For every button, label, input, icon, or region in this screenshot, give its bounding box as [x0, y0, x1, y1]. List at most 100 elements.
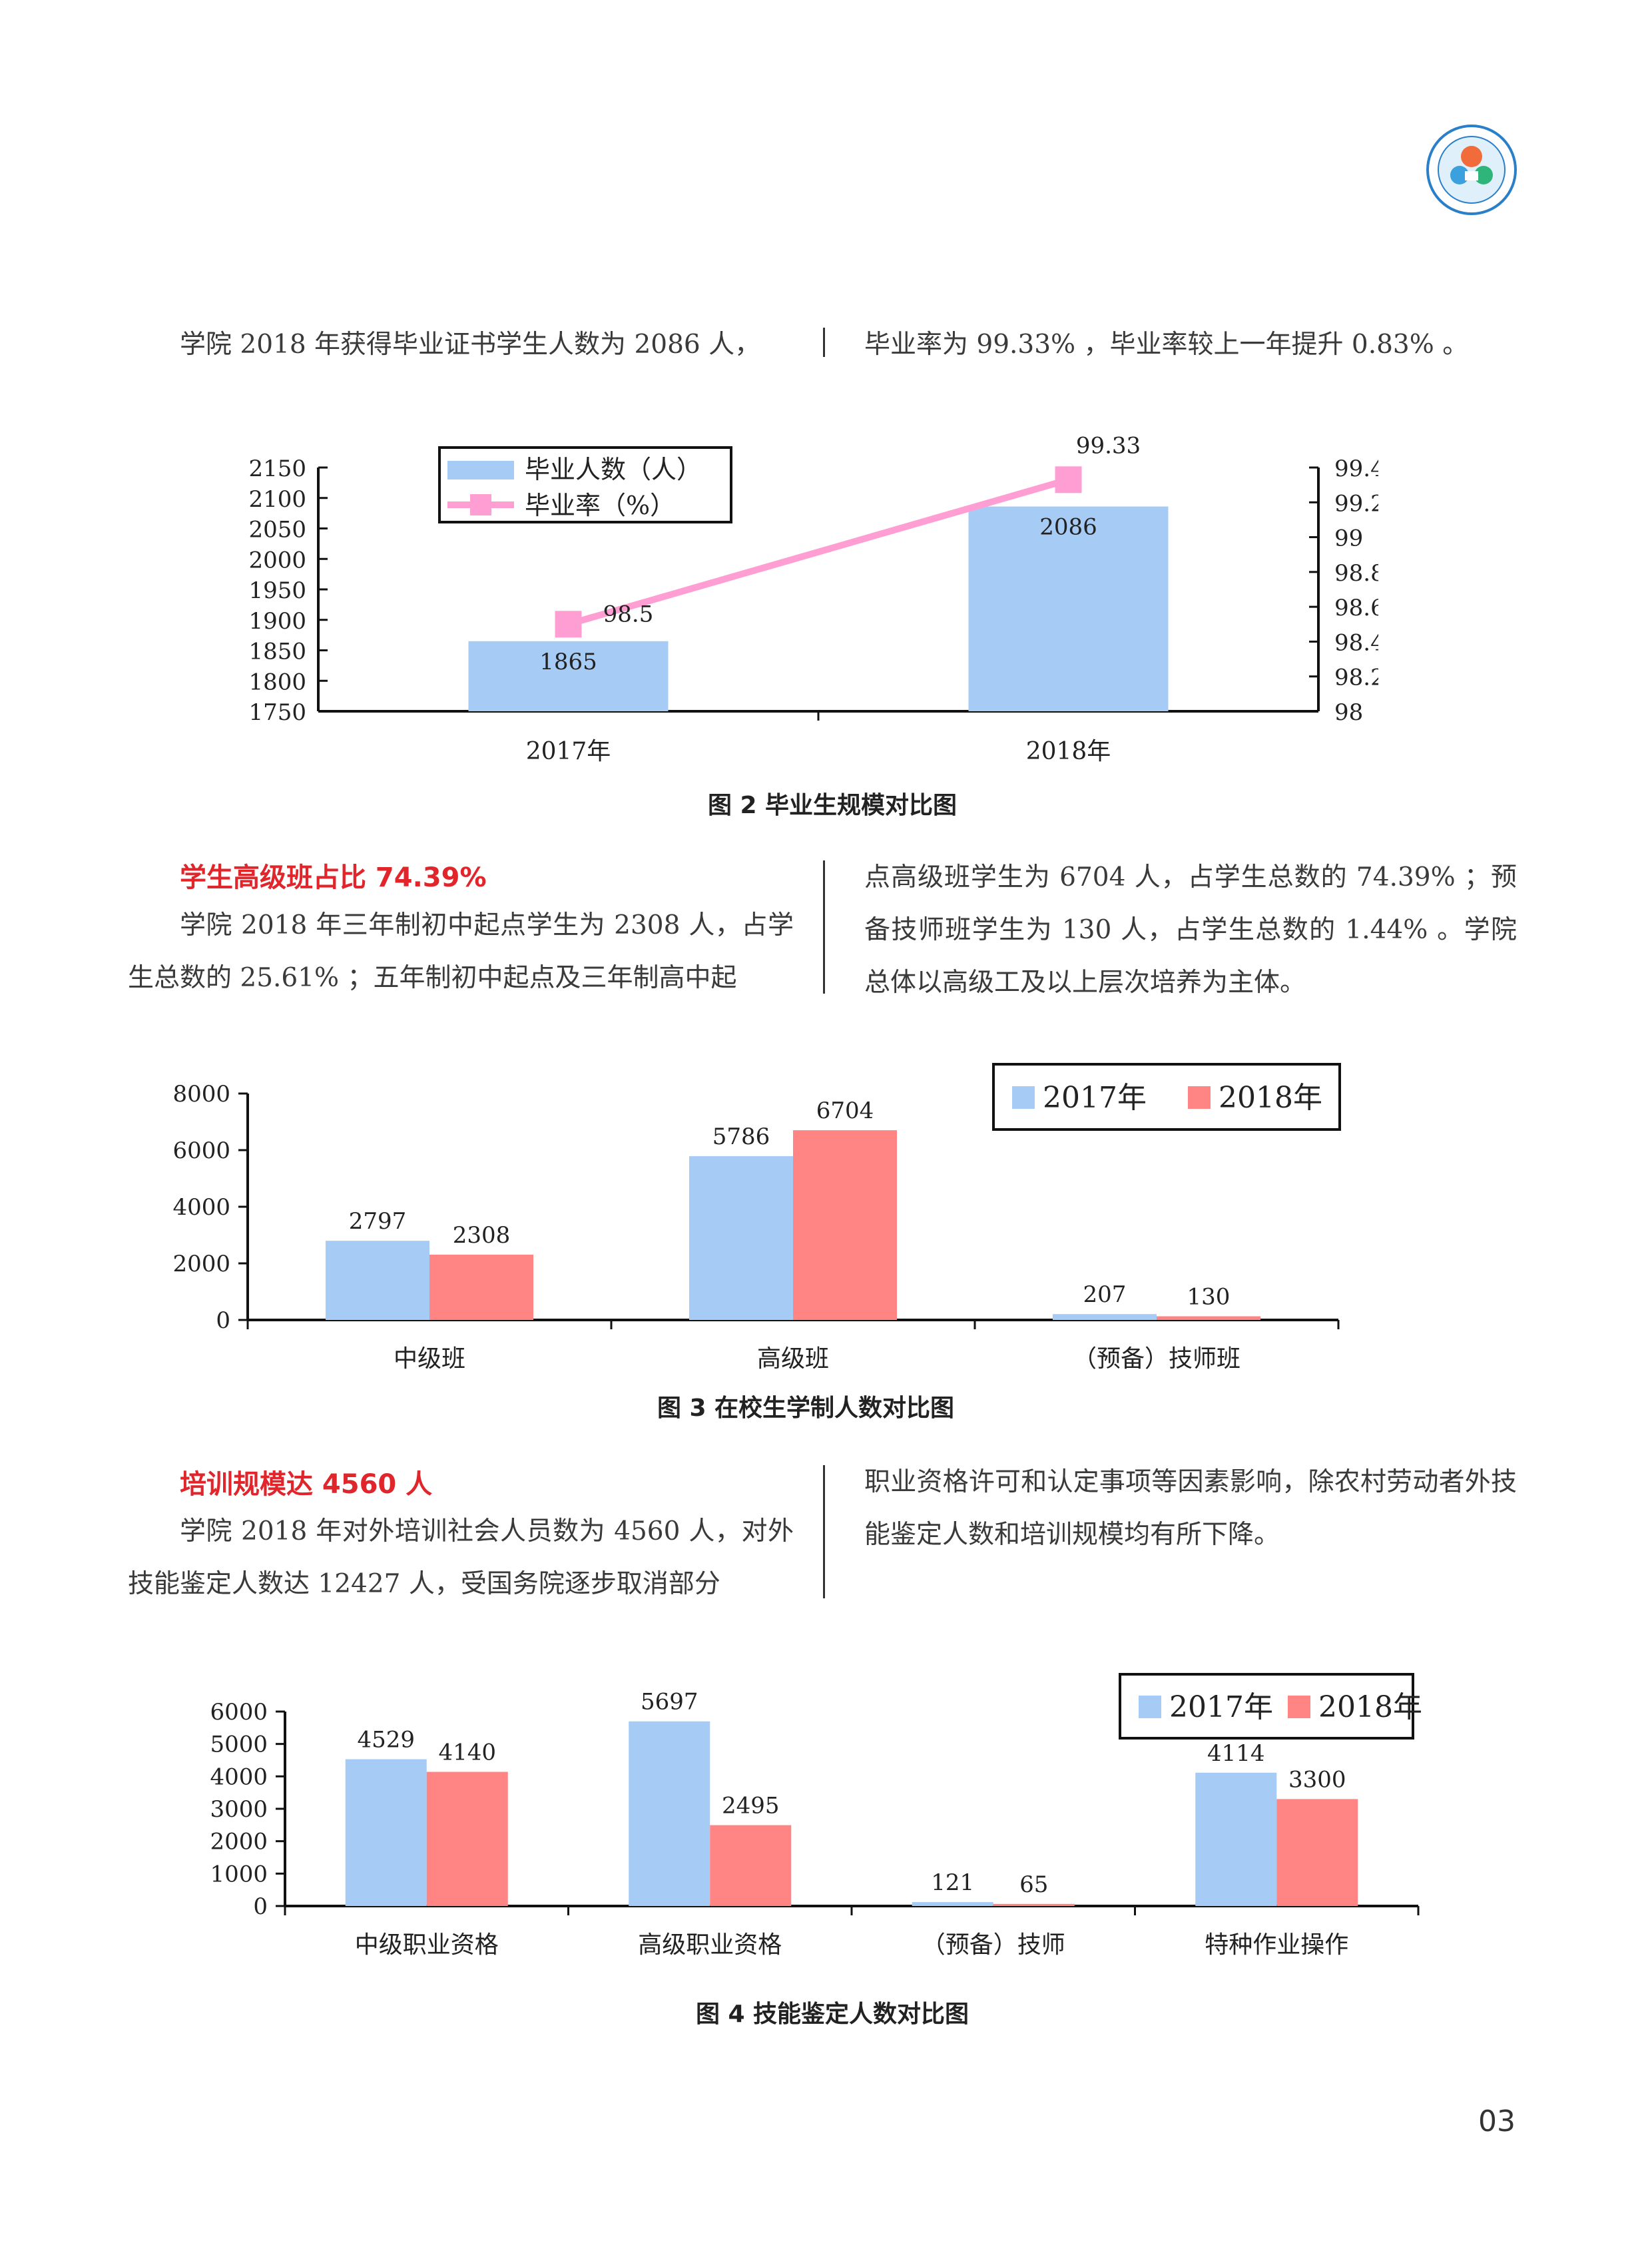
- x-tick-label: 中级班: [394, 1345, 465, 1373]
- column-divider: [823, 1465, 825, 1598]
- bar-data-label: 4529: [357, 1727, 415, 1754]
- y-tick-label: 1900: [248, 608, 306, 635]
- bar-data-label: 5697: [641, 1689, 698, 1716]
- legend-swatch: [1288, 1696, 1310, 1718]
- bar-2017年: [629, 1721, 710, 1906]
- y-tick-label: 2000: [172, 1251, 230, 1277]
- y-tick-label: 3000: [210, 1796, 268, 1823]
- bar-2018年: [429, 1254, 533, 1320]
- x-tick-label: 高级职业资格: [638, 1931, 782, 1959]
- bar-data-label: 4114: [1207, 1740, 1265, 1767]
- legend-label: 毕业率（%）: [525, 491, 675, 520]
- y2-tick-label: 98.6: [1334, 595, 1378, 621]
- line-marker: [555, 611, 582, 638]
- advanced-class-right-text: 点高级班学生为 6704 人，占学生总数的 74.39% ；预备技师班学生为 1…: [864, 862, 1517, 998]
- training-right-paragraph: 职业资格许可和认定事项等因素影响，除农村劳动者外技能鉴定人数和培训规模均有所下降…: [864, 1456, 1517, 1561]
- legend-box: [992, 1063, 1341, 1131]
- section-heading-advanced-class: 学生高级班占比 74.39%: [180, 862, 487, 893]
- legend-label: 2017年: [1169, 1690, 1273, 1724]
- legend-label: 毕业人数（人）: [525, 455, 702, 484]
- line-marker: [1055, 466, 1082, 493]
- legend-box: [1119, 1673, 1414, 1740]
- bar-data-label: 121: [931, 1869, 974, 1896]
- y-tick-label: 2000: [210, 1829, 268, 1855]
- training-left-text: 学院 2018 年对外培训社会人员数为 4560 人，对外技能鉴定人数达 124…: [128, 1516, 794, 1599]
- figure-3-caption: 图 3 在校生学制人数对比图: [657, 1395, 955, 1422]
- bar-data-label: 65: [1019, 1871, 1048, 1898]
- bar-data-label: 2308: [453, 1222, 511, 1249]
- y2-tick-label: 99.4: [1334, 456, 1378, 482]
- line-data-label: 98.5: [603, 601, 654, 627]
- y-tick-label: 2150: [248, 456, 306, 482]
- bar-data-label: 5786: [712, 1123, 770, 1150]
- bar-2018年: [1276, 1799, 1358, 1906]
- y2-tick-label: 98: [1334, 699, 1363, 726]
- intro-right-text: 毕业率为 99.33% ，毕业率较上一年提升 0.83% 。: [864, 330, 1469, 360]
- y2-tick-label: 98.4: [1334, 629, 1378, 656]
- y-tick-label: 1950: [248, 577, 306, 604]
- skills-assessment-bar-chart: 6000 5000 4000 3000 2000 1000 0 4529 4140 中级职业资格 5…: [210, 1673, 1422, 1959]
- legend-swatch-bar: [447, 461, 514, 480]
- training-left-paragraph: 学院 2018 年对外培训社会人员数为 4560 人，对外技能鉴定人数达 124…: [128, 1505, 794, 1610]
- y-tick-label: 0: [253, 1893, 268, 1920]
- section-heading-training: 培训规模达 4560 人: [180, 1469, 433, 1500]
- y-tick-label: 2050: [248, 517, 306, 543]
- bar-2017年: [1195, 1772, 1277, 1906]
- bar-data-label: 3300: [1288, 1766, 1346, 1793]
- training-right-text: 职业资格许可和认定事项等因素影响，除农村劳动者外技能鉴定人数和培训规模均有所下降…: [864, 1467, 1517, 1550]
- enrollment-bar-chart: 8000 6000 4000 2000 0 2797 2308 中级班 5786 6704 高级班 2…: [172, 1063, 1341, 1373]
- bar-2018年: [1157, 1316, 1260, 1320]
- bar-data-label: 130: [1187, 1283, 1231, 1310]
- legend-swatch: [1012, 1086, 1035, 1109]
- y-tick-label: 1850: [248, 639, 306, 665]
- y-tick-label: 8000: [172, 1081, 230, 1108]
- y2-tick-label: 98.2: [1334, 665, 1378, 691]
- bar-data-label: 6704: [816, 1098, 874, 1124]
- figure-2-caption: 图 2 毕业生规模对比图: [707, 792, 958, 819]
- bar-2018年: [710, 1825, 792, 1906]
- legend-label: 2017年: [1043, 1081, 1147, 1115]
- x-tick-label: 2017年: [526, 738, 611, 765]
- bar-data-label: 2086: [1039, 514, 1097, 541]
- bar-2017年: [326, 1241, 429, 1320]
- bar-data-label: 2495: [722, 1793, 780, 1819]
- graduate-combo-chart: 2150 2100 2050 2000 1950 1900 1850 1800 1750 99.4…: [248, 432, 1378, 765]
- bar-2017年: [345, 1759, 427, 1906]
- y-tick-label: 2000: [248, 547, 306, 573]
- bar-2018年: [426, 1771, 508, 1906]
- advanced-class-left-text: 学院 2018 年三年制初中起点学生为 2308 人，占学生总数的 25.61%…: [128, 910, 794, 993]
- advanced-class-right-paragraph: 点高级班学生为 6704 人，占学生总数的 74.39% ；预备技师班学生为 1…: [864, 851, 1517, 1009]
- y-tick-label: 0: [216, 1307, 230, 1334]
- x-tick-label: 中级职业资格: [355, 1931, 499, 1959]
- college-logo-icon: [1426, 125, 1517, 215]
- x-tick-label: 2018年: [1026, 738, 1111, 765]
- bar-2018年: [793, 1130, 897, 1320]
- column-divider: [823, 328, 825, 357]
- bar-2017年: [689, 1156, 793, 1320]
- x-tick-label: 特种作业操作: [1205, 1931, 1348, 1959]
- intro-left-text: 学院 2018 年获得毕业证书学生人数为 2086 人，: [180, 330, 761, 360]
- y2-tick-label: 98.8: [1334, 560, 1378, 587]
- y2-tick-label: 99: [1334, 525, 1363, 552]
- bar-data-label: 207: [1083, 1281, 1127, 1308]
- legend-swatch-marker: [470, 494, 491, 515]
- bar-data-label: 2797: [349, 1208, 407, 1235]
- x-tick-label: （预备）技师班: [1073, 1345, 1240, 1373]
- figure-4-caption: 图 4 技能鉴定人数对比图: [695, 2001, 969, 2028]
- line-graduation-rate: [567, 476, 1069, 628]
- y-tick-label: 1000: [210, 1861, 268, 1887]
- y-tick-label: 6000: [210, 1699, 268, 1726]
- y-tick-label: 2100: [248, 486, 306, 513]
- bar-data-label: 1865: [539, 649, 597, 675]
- y2-tick-label: 99.2: [1334, 490, 1378, 517]
- bar-2017年: [912, 1902, 993, 1906]
- intro-left-paragraph: 学院 2018 年获得毕业证书学生人数为 2086 人，: [180, 318, 806, 371]
- bar-2017年: [1053, 1314, 1157, 1320]
- bar-graduates: [468, 641, 669, 711]
- y-tick-label: 4000: [210, 1763, 268, 1790]
- legend-label: 2018年: [1219, 1081, 1322, 1115]
- y-tick-label: 1800: [248, 669, 306, 695]
- bar-data-label: 4140: [438, 1740, 496, 1766]
- legend-swatch: [1139, 1696, 1161, 1718]
- line-data-label: 99.33: [1076, 432, 1141, 459]
